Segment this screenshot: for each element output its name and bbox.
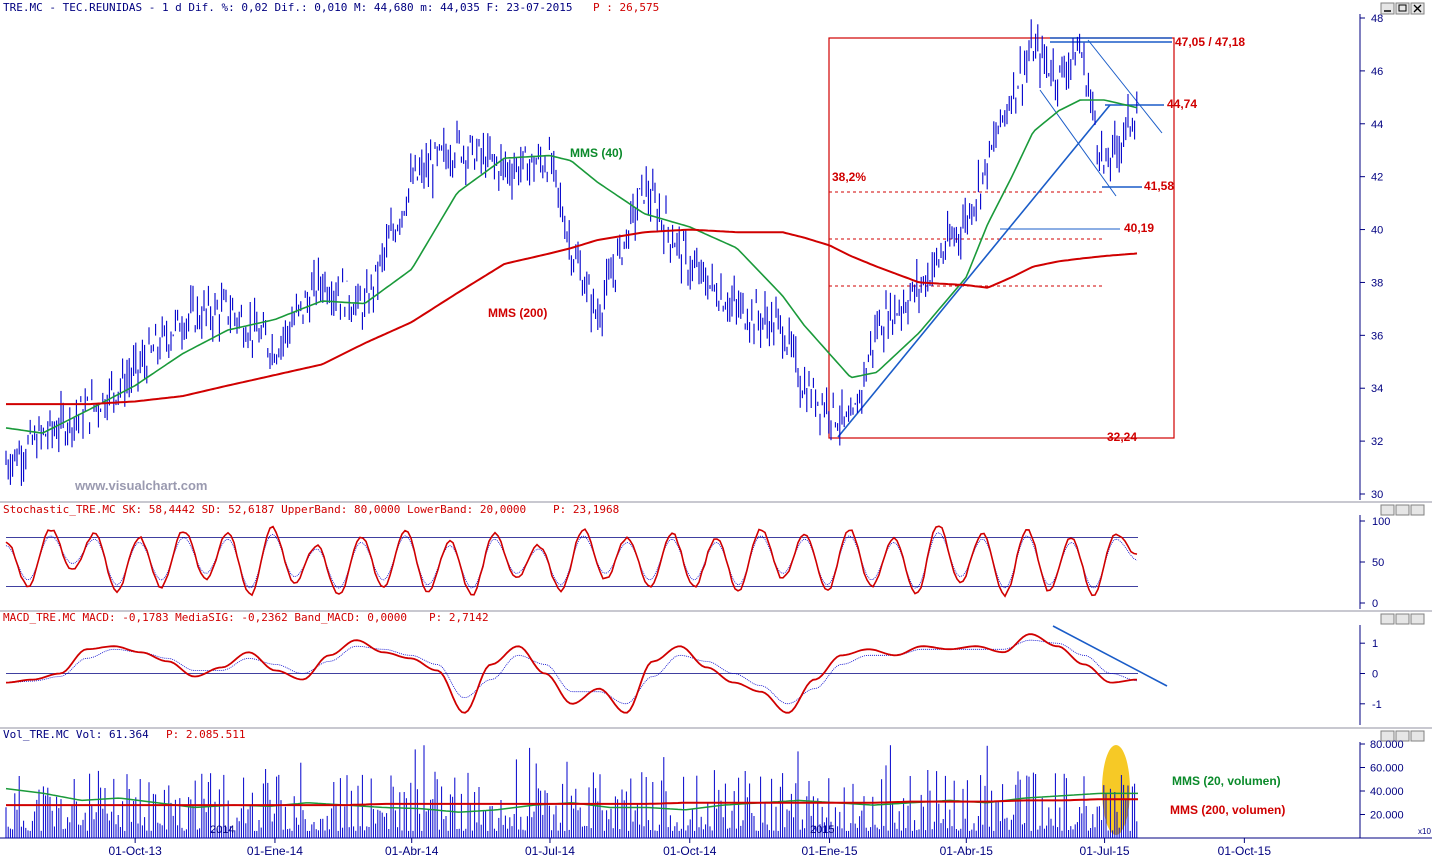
price-tick-label: 44 bbox=[1371, 119, 1383, 131]
vol-window-controls bbox=[1380, 730, 1425, 742]
macd-tick-label: 0 bbox=[1372, 669, 1378, 681]
vol-mms20-label: MMS (20, volumen) bbox=[1172, 774, 1281, 788]
minimize-button[interactable] bbox=[1380, 504, 1395, 516]
price-tick-label: 30 bbox=[1371, 489, 1383, 501]
stoch-tick-label: 0 bbox=[1372, 598, 1378, 610]
price-tick-label: 36 bbox=[1371, 330, 1383, 342]
main-header-p: P : 26,575 bbox=[593, 1, 659, 14]
x-tick-label: 01-Ene-14 bbox=[247, 844, 303, 857]
x-tick-label: 01-Ene-15 bbox=[802, 844, 858, 857]
macd-header: MACD_TRE.MC MACD: -0,1783 MediaSIG: -0,2… bbox=[3, 611, 407, 624]
price-tick-label: 34 bbox=[1371, 383, 1383, 395]
macd-axis: -1 0 1 bbox=[6, 638, 1382, 711]
mms40-label: MMS (40) bbox=[570, 146, 623, 160]
volume-highlight bbox=[1102, 745, 1130, 835]
mms200-label: MMS (200) bbox=[488, 306, 547, 320]
x-axis: 01-Oct-13 01-Ene-14 01-Abr-14 01-Jul-14 01-O… bbox=[108, 838, 1271, 857]
uptrend-line bbox=[837, 104, 1111, 438]
x-tick-label: 01-Jul-15 bbox=[1080, 844, 1130, 857]
macd-signal-line bbox=[5, 639, 1138, 705]
main-header: TRE.MC - TEC.REUNIDAS - 1 d Dif. %: 0,02… bbox=[3, 1, 573, 14]
vol-tick-label: 40.000 bbox=[1370, 786, 1404, 798]
stoch-sk-line bbox=[5, 525, 1138, 598]
macd-header-p: P: 2,7142 bbox=[429, 611, 489, 624]
maximize-button[interactable] bbox=[1395, 2, 1410, 15]
channel-lower-line bbox=[1039, 89, 1117, 197]
x-tick-label: 01-Oct-14 bbox=[663, 844, 717, 857]
vol-mms200-label: MMS (200, volumen) bbox=[1170, 803, 1285, 817]
close-button[interactable] bbox=[1410, 2, 1425, 15]
stoch-header-p: P: 23,1968 bbox=[553, 503, 619, 516]
level-4019-label: 40,19 bbox=[1124, 221, 1154, 235]
close-button[interactable] bbox=[1410, 504, 1425, 516]
vol-unit-label: x10 bbox=[1418, 827, 1431, 836]
vol-tick-label: 20.000 bbox=[1370, 810, 1404, 822]
fib-range-box bbox=[828, 37, 1175, 439]
macd-line bbox=[5, 633, 1138, 714]
vol-tick-label: 60.000 bbox=[1370, 763, 1404, 775]
year-label-2014: 2014 bbox=[210, 824, 234, 836]
year-label-2015: 2015 bbox=[810, 824, 834, 836]
level-3224-label: 32,24 bbox=[1107, 430, 1137, 444]
minimize-button[interactable] bbox=[1380, 730, 1395, 742]
price-tick-label: 38 bbox=[1371, 277, 1383, 289]
macd-tick-label: -1 bbox=[1372, 699, 1382, 711]
vol-header: Vol_TRE.MC Vol: 61.364 bbox=[3, 728, 149, 741]
x-tick-label: 01-Oct-15 bbox=[1218, 844, 1272, 857]
macd-window-controls bbox=[1380, 613, 1425, 625]
volume-bars bbox=[5, 745, 1138, 838]
panel-frames bbox=[0, 14, 1432, 839]
channel-upper-line bbox=[1087, 39, 1163, 134]
vol-header-p: P: 2.085.511 bbox=[166, 728, 245, 741]
vol-mms200-line bbox=[6, 798, 1138, 807]
mms40-line bbox=[5, 99, 1138, 434]
price-series bbox=[5, 19, 1138, 486]
price-tick-label: 48 bbox=[1371, 13, 1383, 25]
x-tick-label: 01-Abr-15 bbox=[940, 844, 994, 857]
stoch-header: Stochastic_TRE.MC SK: 58,4442 SD: 52,618… bbox=[3, 503, 526, 516]
analysis-overlay bbox=[828, 37, 1175, 439]
macd-divergence-line bbox=[1052, 625, 1168, 687]
maximize-button[interactable] bbox=[1395, 730, 1410, 742]
price-tick-label: 46 bbox=[1371, 66, 1383, 78]
minimize-button[interactable] bbox=[1380, 2, 1395, 15]
close-button[interactable] bbox=[1410, 730, 1425, 742]
price-tick-label: 42 bbox=[1371, 172, 1383, 184]
x-tick-label: 01-Jul-14 bbox=[525, 844, 575, 857]
maximize-button[interactable] bbox=[1395, 504, 1410, 516]
macd-tick-label: 1 bbox=[1372, 638, 1378, 650]
close-button[interactable] bbox=[1410, 613, 1425, 625]
level-4705-label: 47,05 / 47,18 bbox=[1175, 35, 1245, 49]
level-4474-label: 44,74 bbox=[1167, 97, 1197, 111]
price-tick-label: 32 bbox=[1371, 436, 1383, 448]
minimize-button[interactable] bbox=[1380, 613, 1395, 625]
x-tick-label: 01-Oct-13 bbox=[108, 844, 162, 857]
stoch-tick-label: 50 bbox=[1372, 557, 1384, 569]
vol-tick-label: 80.000 bbox=[1370, 739, 1404, 751]
price-tick-label: 40 bbox=[1371, 225, 1383, 237]
vol-axis: 20.000 40.000 60.000 80.000 bbox=[1360, 739, 1404, 822]
main-window-controls bbox=[1380, 2, 1425, 15]
stoch-axis: 0 50 100 bbox=[6, 516, 1390, 610]
maximize-button[interactable] bbox=[1395, 613, 1410, 625]
x-tick-label: 01-Abr-14 bbox=[385, 844, 439, 857]
price-axis: 30 32 34 36 38 40 42 44 46 48 bbox=[1360, 13, 1383, 501]
fib382-label: 38,2% bbox=[832, 170, 866, 184]
stoch-window-controls bbox=[1380, 504, 1425, 516]
stoch-tick-label: 100 bbox=[1372, 516, 1390, 528]
mms200-line bbox=[6, 228, 1138, 406]
watermark: www.visualchart.com bbox=[74, 478, 207, 493]
level-4158-label: 41,58 bbox=[1144, 179, 1174, 193]
